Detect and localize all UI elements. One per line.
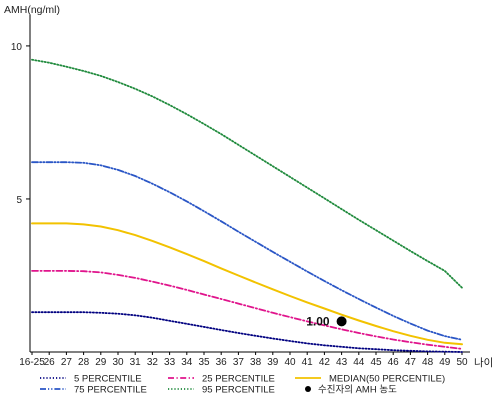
x-tick-label: 31 (130, 357, 142, 368)
series-line-5-percentile (31, 311, 463, 353)
x-tick-label: 49 (439, 357, 451, 368)
x-tick-label: 26 (44, 357, 56, 368)
x-tick-label: 32 (147, 357, 159, 368)
x-tick-label: 28 (78, 357, 90, 368)
x-tick-label: 39 (267, 357, 279, 368)
x-tick-label: 42 (319, 357, 331, 368)
patient-marker-group: 1.00 (306, 314, 347, 328)
y-axis-label: AMH(ng/ml) (4, 4, 60, 16)
x-tick-label: 45 (370, 357, 382, 368)
series-line-75-percentile (31, 161, 463, 341)
x-axis-label: 나이 (474, 357, 493, 369)
patient-amh-label: 1.00 (306, 314, 330, 328)
series-line-median-50-percentile (31, 222, 463, 346)
axes: AMH(ng/ml) 나이 (4, 4, 493, 369)
series-lines (31, 58, 463, 353)
x-tick-label: 37 (233, 357, 245, 368)
legend-swatch-patient-amh (305, 386, 311, 392)
series-line-95-percentile (31, 58, 463, 289)
x-tick-label: 48 (422, 357, 434, 368)
x-tick-label: 16-25 (19, 357, 45, 368)
legend-label-patient-amh: 수진자의 AMH 농도 (318, 385, 397, 396)
legend-label-5-percentile: 5 PERCENTILE (74, 374, 142, 385)
x-tick-label: 47 (405, 357, 417, 368)
x-tick-label: 36 (216, 357, 228, 368)
x-tick-label: 44 (353, 357, 365, 368)
legend: 5 PERCENTILE 25 PERCENTILE MEDIAN(50 PERCE… (40, 374, 445, 396)
x-tick-label: 38 (250, 357, 262, 368)
x-tick-label: 34 (181, 357, 193, 368)
legend-label-25-percentile: 25 PERCENTILE (202, 374, 275, 385)
y-tick-label: 5 (16, 195, 22, 206)
x-tick-label: 27 (61, 357, 73, 368)
legend-label-75-percentile: 75 PERCENTILE (74, 385, 147, 396)
x-tick-label: 41 (302, 357, 314, 368)
x-tick-label: 46 (388, 357, 400, 368)
y-tick-label: 10 (11, 42, 23, 53)
patient-amh-marker (336, 316, 347, 327)
x-tick-label: 30 (112, 357, 124, 368)
x-tick-label: 35 (198, 357, 210, 368)
legend-label-median-50-percentile: MEDIAN(50 PERCENTILE) (329, 374, 445, 385)
x-tick-label: 29 (95, 357, 107, 368)
x-tick-label: 50 (456, 357, 468, 368)
x-tick-label: 40 (284, 357, 296, 368)
series-line-25-percentile (31, 269, 463, 350)
x-tick-label: 43 (336, 357, 348, 368)
x-tick-label: 33 (164, 357, 176, 368)
legend-label-95-percentile: 95 PERCENTILE (202, 385, 275, 396)
y-ticks: 10 5 (11, 42, 30, 206)
